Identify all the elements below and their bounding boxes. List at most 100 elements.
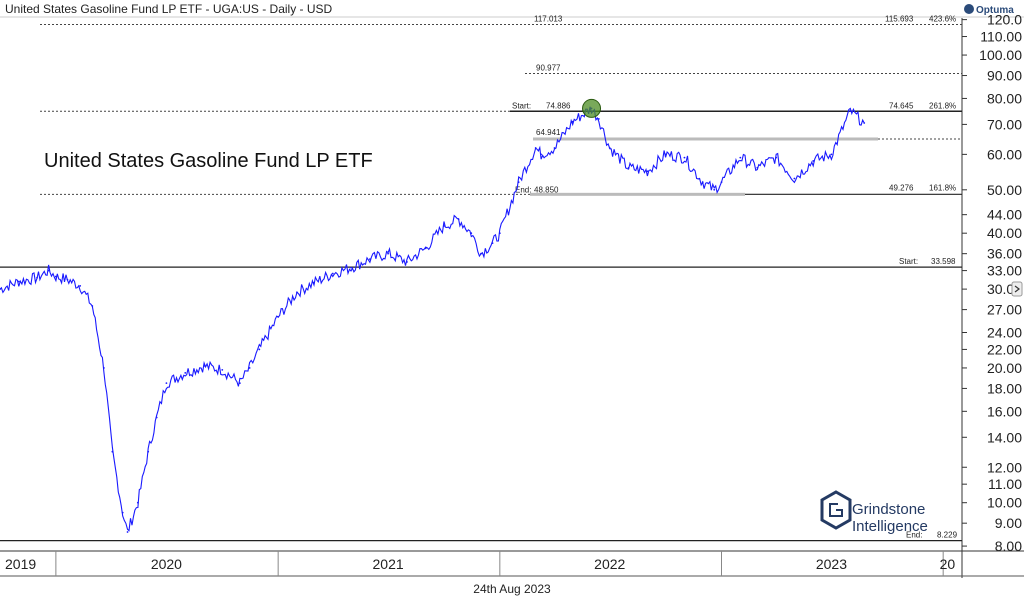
- y-tick-label: 12.00: [987, 459, 1022, 475]
- price-point: [368, 258, 371, 261]
- price-point: [540, 153, 543, 156]
- price-point: [54, 275, 57, 278]
- y-tick-label: 100.00: [979, 47, 1022, 63]
- level-end-upper-right-value: 49.276: [889, 184, 914, 193]
- peak-highlight-marker: [582, 98, 602, 118]
- price-point: [126, 531, 129, 533]
- price-point: [296, 291, 298, 294]
- price-point: [36, 276, 38, 279]
- y-tick-label: 70.00: [987, 116, 1022, 132]
- y-tick-label: 50.00: [987, 182, 1022, 198]
- price-point: [863, 122, 866, 124]
- price-point: [238, 382, 241, 385]
- price-point: [498, 232, 501, 235]
- level-end-upper-band: [530, 192, 745, 196]
- price-point: [111, 450, 114, 453]
- price-line: [0, 106, 865, 532]
- price-point: [517, 181, 520, 184]
- price-point: [66, 278, 69, 281]
- price-point: [756, 166, 759, 169]
- y-tick-label: 11.00: [988, 476, 1022, 492]
- price-point: [480, 252, 482, 255]
- price-point: [313, 281, 315, 284]
- price-point: [443, 225, 445, 227]
- level-end-upper-tag: End:: [515, 185, 531, 194]
- y-tick-label: 24.00: [987, 324, 1022, 340]
- level-ext-423-right-pct: 423.6%: [929, 15, 956, 24]
- price-point: [406, 261, 408, 263]
- grindstone-logo: Grindstone Intelligence: [820, 490, 928, 535]
- price-series: [0, 106, 866, 533]
- y-tick-label: 20.00: [987, 360, 1022, 376]
- y-tick-label: 110.00: [980, 29, 1022, 45]
- price-point: [47, 269, 50, 272]
- y-tick-label: 80.00: [987, 90, 1022, 106]
- x-tick-label: 2019: [5, 556, 36, 572]
- price-point: [491, 242, 494, 245]
- price-point: [147, 450, 150, 453]
- logo-line2: Intelligence: [852, 518, 928, 535]
- price-point: [350, 266, 352, 269]
- price-point: [627, 166, 630, 169]
- level-ext-423-left-label: 117.013: [534, 15, 563, 24]
- y-tick-label: 9.00: [995, 515, 1022, 531]
- optuma-icon: [964, 4, 974, 14]
- x-tick-label: 2023: [816, 556, 847, 572]
- price-point: [646, 170, 649, 173]
- price-point: [277, 316, 280, 318]
- price-point: [830, 153, 833, 156]
- y-tick-label: 8.00: [995, 538, 1022, 554]
- level-end-upper-right-pct: 161.8%: [929, 184, 956, 193]
- y-tick-label: 36.00: [987, 246, 1022, 262]
- y-tick-label: 40.00: [987, 225, 1022, 241]
- price-point: [203, 365, 205, 367]
- price-point: [79, 285, 82, 287]
- price-point: [713, 188, 716, 191]
- level-ext-423-right-value: 115.693: [885, 15, 914, 24]
- y-tick-label: 44.00: [987, 207, 1022, 223]
- axis-scroll-button[interactable]: [1011, 281, 1023, 297]
- level-90977-label: 90.977: [536, 63, 561, 72]
- y-tick-label: 60.00: [987, 146, 1022, 162]
- price-point: [0, 288, 1, 291]
- price-point: [424, 247, 427, 250]
- price-point: [793, 177, 796, 180]
- footer-date: 24th Aug 2023: [473, 582, 551, 596]
- level-start-upper-left-value: 74.886: [546, 101, 571, 110]
- price-point: [136, 501, 139, 504]
- level-64941-band: [533, 137, 878, 141]
- y-tick-label: 90.00: [987, 68, 1022, 84]
- price-point: [248, 367, 251, 369]
- level-start-upper-right-value: 74.645: [889, 101, 914, 110]
- y-tick-label: 33.00: [987, 263, 1022, 279]
- price-point: [155, 416, 158, 419]
- y-tick-label: 14.00: [987, 429, 1022, 445]
- level-end-lower-value: 8.229: [937, 531, 958, 540]
- price-point: [17, 280, 20, 283]
- level-start-lower-tag: Start:: [899, 257, 918, 266]
- x-tick-label: 2022: [594, 556, 625, 572]
- x-axis: 2019 2020 2021 2022 2023 20: [5, 551, 955, 576]
- price-point: [457, 218, 460, 221]
- price-point: [184, 371, 187, 374]
- price-point: [849, 110, 852, 112]
- price-point: [701, 181, 704, 184]
- y-tick-label: 16.00: [987, 403, 1022, 419]
- y-tick-label: 10.00: [987, 495, 1022, 511]
- optuma-logo: Optuma: [964, 4, 1014, 16]
- price-point: [571, 120, 574, 123]
- price-point: [121, 511, 124, 514]
- fib-levels: 117.013 115.693 423.6% 90.977 Start: 74.886 74…: [0, 15, 962, 542]
- price-point: [331, 272, 334, 275]
- logo-line1: Grindstone: [852, 501, 925, 518]
- chart-header-title: United States Gasoline Fund LP ETF - UGA…: [5, 2, 333, 16]
- price-point: [812, 160, 815, 162]
- price-point: [534, 147, 537, 149]
- price-point: [739, 156, 742, 159]
- level-64941-label: 64.941: [536, 128, 561, 137]
- price-point: [91, 305, 94, 307]
- price-point: [387, 252, 389, 255]
